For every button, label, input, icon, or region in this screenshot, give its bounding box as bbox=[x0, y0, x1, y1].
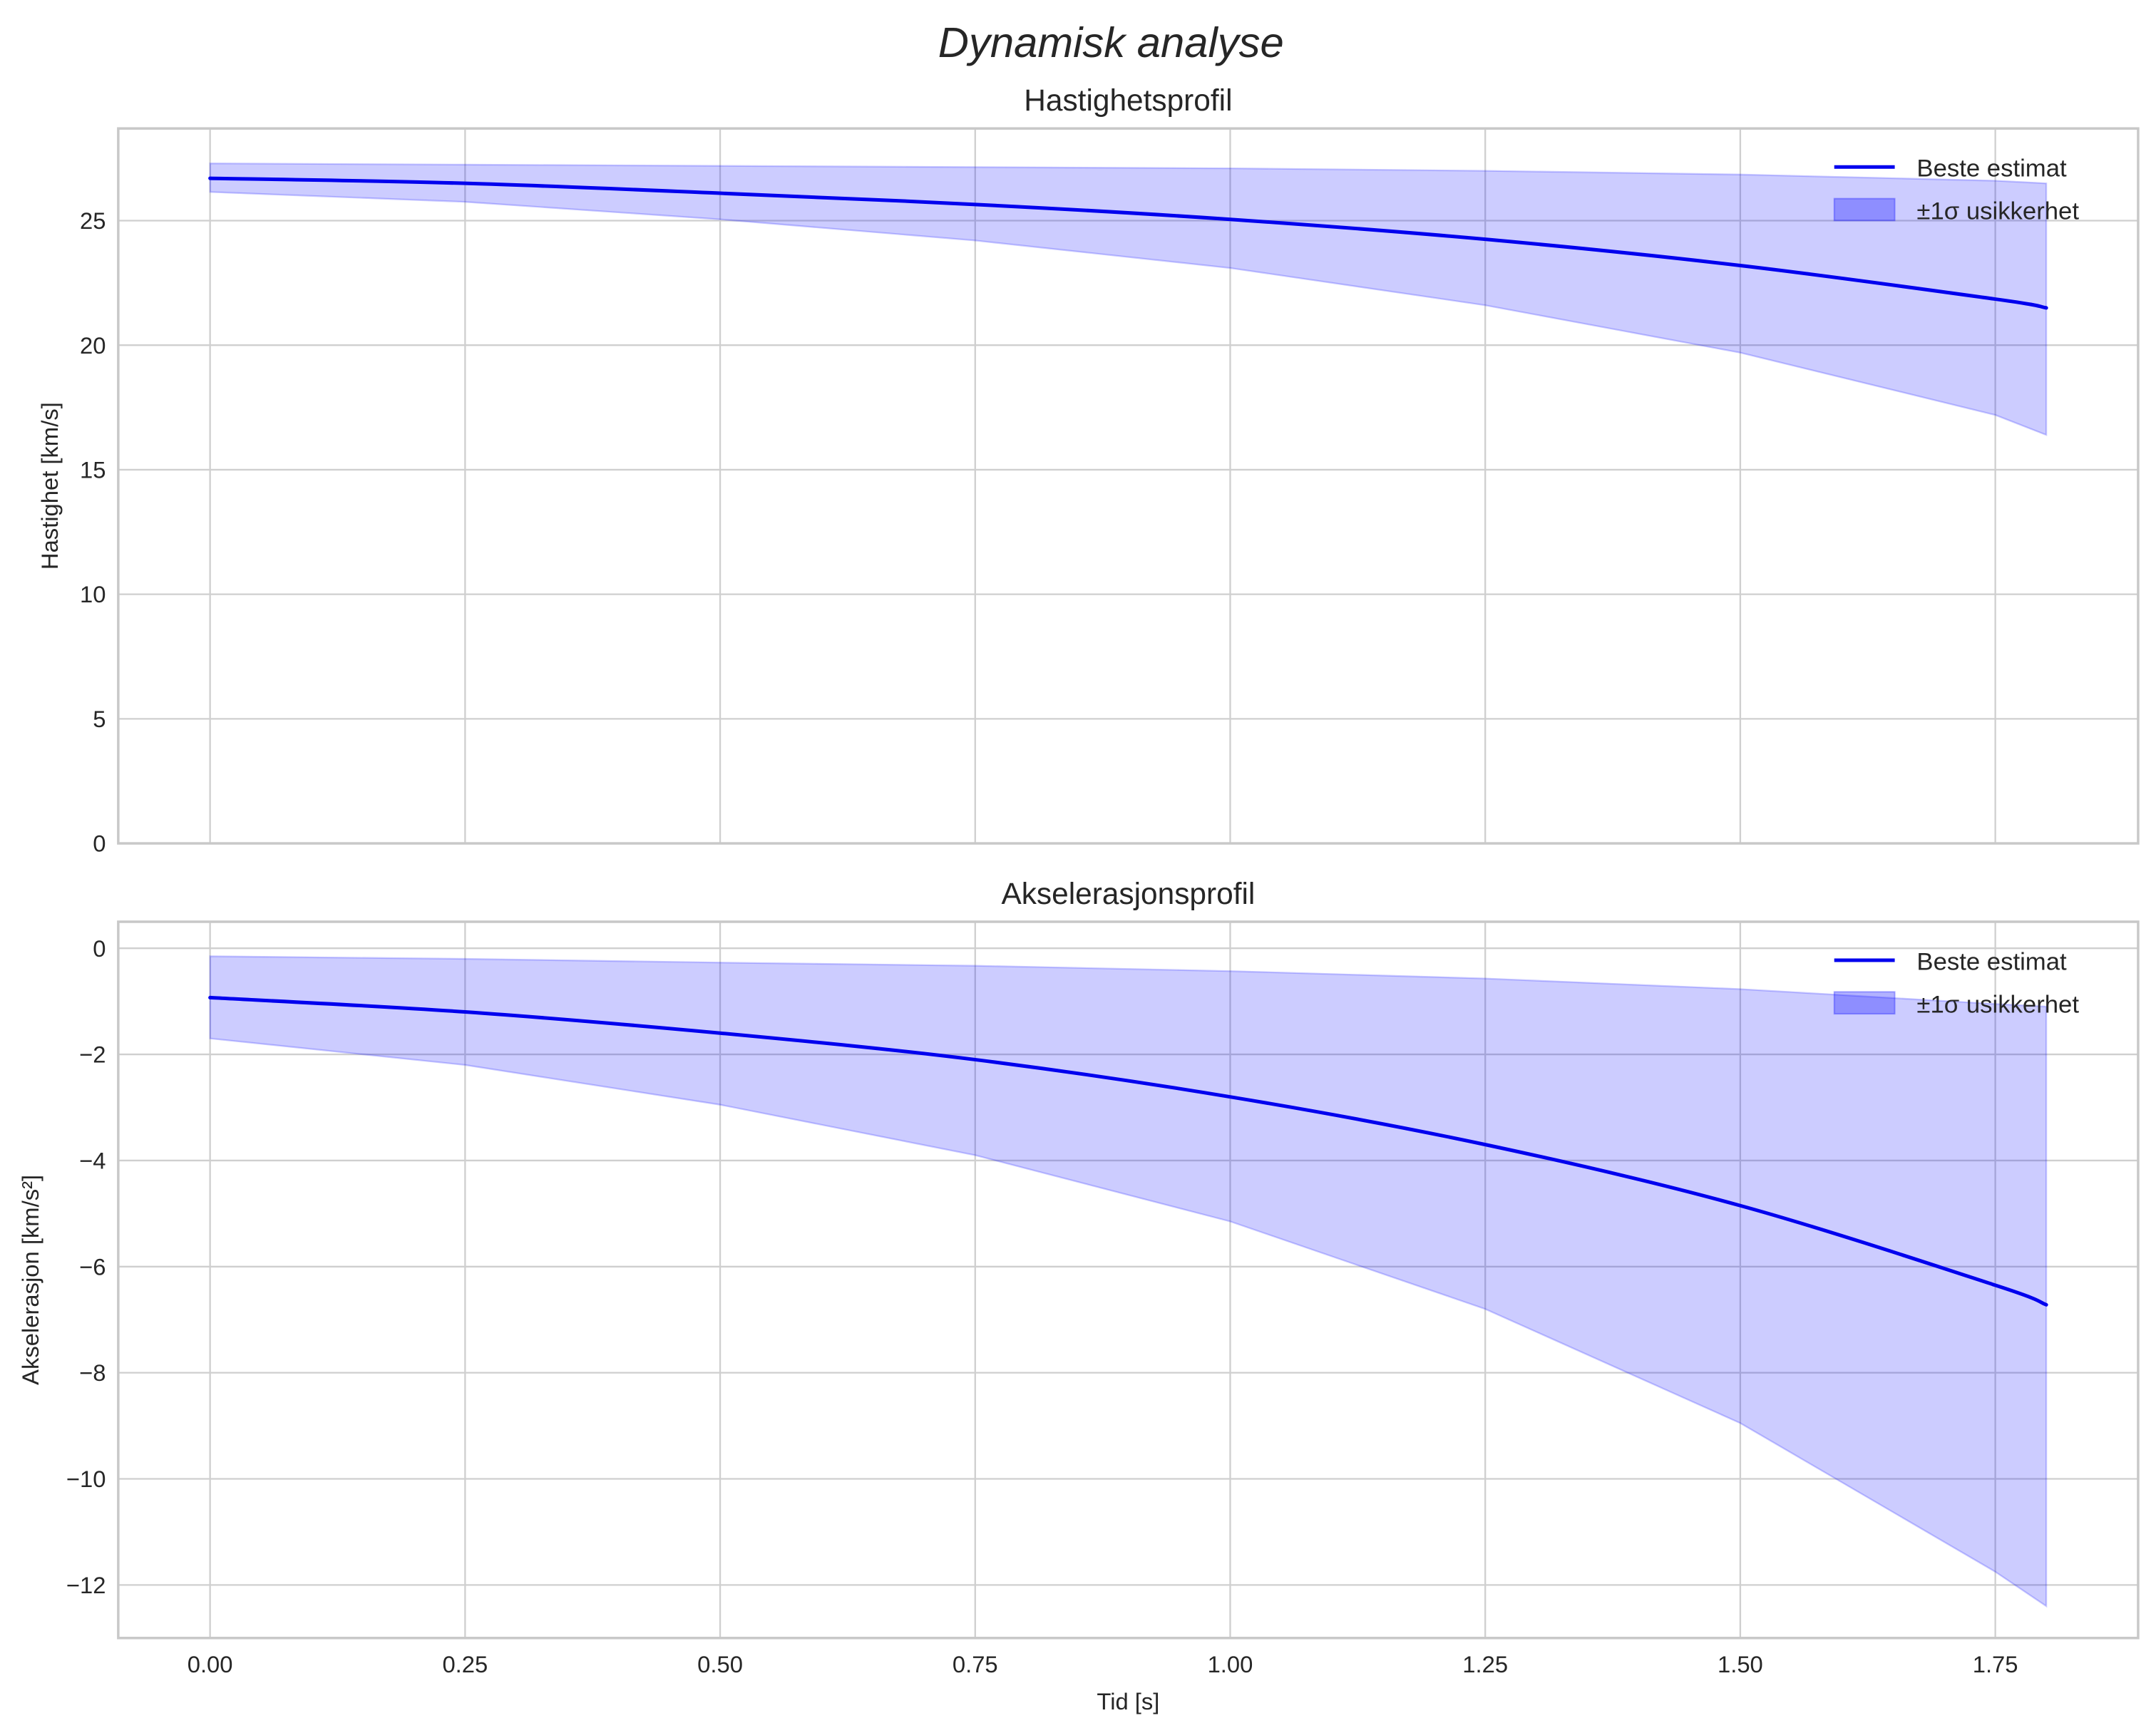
acceleration-subplot: Akselerasjonsprofil 0 −2 −4 −6 −8 −10 −12 0.00 0.… bbox=[17, 877, 2140, 1714]
y-tick-label: −6 bbox=[79, 1253, 106, 1280]
axes-frame bbox=[117, 127, 2140, 845]
x-axis-label: Tid [s] bbox=[1097, 1688, 1159, 1714]
y-tick-label: −4 bbox=[79, 1148, 106, 1174]
legend-label-uncertainty: ±1σ usikkerhet bbox=[1916, 198, 2079, 225]
x-tick-label: 0.00 bbox=[188, 1651, 233, 1677]
legend-band-swatch bbox=[1833, 991, 1896, 1015]
legend: Beste estimat ±1σ usikkerhet bbox=[1833, 155, 2079, 225]
legend: Beste estimat ±1σ usikkerhet bbox=[1833, 949, 2079, 1018]
y-tick-label: 5 bbox=[93, 706, 106, 732]
y-tick-label: −12 bbox=[66, 1572, 106, 1598]
subplot-title: Hastighetsprofil bbox=[1024, 83, 1232, 117]
grid bbox=[118, 128, 2138, 845]
figure-background bbox=[0, 4, 2156, 1724]
y-tick-label: 0 bbox=[93, 830, 106, 857]
uncertainty-band bbox=[209, 955, 2048, 1608]
y-tick-label: −8 bbox=[79, 1359, 106, 1386]
subplot-title: Akselerasjonsprofil bbox=[1001, 877, 1255, 910]
legend-label-best-estimate: Beste estimat bbox=[1916, 155, 2067, 182]
legend-band-swatch bbox=[1833, 197, 1896, 222]
grid bbox=[118, 922, 2138, 1638]
y-tick-label: 20 bbox=[80, 332, 106, 359]
y-tick-label: 10 bbox=[80, 581, 106, 607]
x-tick-label: 1.75 bbox=[1973, 1651, 2018, 1677]
y-tick-label: 0 bbox=[93, 935, 106, 962]
best-estimate-line bbox=[208, 176, 2048, 310]
velocity-subplot: Hastighetsprofil 0 5 10 15 20 25 Hastighet [km/… bbox=[36, 83, 2140, 857]
x-tick-label: 1.50 bbox=[1718, 1651, 1763, 1677]
x-tick-label: 0.25 bbox=[442, 1651, 488, 1677]
x-tick-label: 0.50 bbox=[697, 1651, 743, 1677]
uncertainty-band bbox=[209, 163, 2048, 436]
axes-frame bbox=[117, 920, 2140, 1640]
best-estimate-line bbox=[208, 995, 2048, 1307]
y-tick-label: −10 bbox=[66, 1466, 106, 1492]
y-axis-label: Akselerasjon [km/s²] bbox=[17, 1175, 43, 1385]
x-tick-label: 0.75 bbox=[953, 1651, 998, 1677]
y-axis-label: Hastighet [km/s] bbox=[36, 402, 63, 570]
legend-label-best-estimate: Beste estimat bbox=[1916, 949, 2067, 976]
y-tick-label: −2 bbox=[79, 1042, 106, 1068]
y-tick-label: 15 bbox=[80, 457, 106, 483]
figure-title: Dynamisk analyse bbox=[938, 19, 1284, 66]
x-tick-label: 1.25 bbox=[1462, 1651, 1508, 1677]
x-tick-label: 1.00 bbox=[1208, 1651, 1253, 1677]
legend-label-uncertainty: ±1σ usikkerhet bbox=[1916, 991, 2079, 1018]
y-tick-label: 25 bbox=[80, 207, 106, 234]
